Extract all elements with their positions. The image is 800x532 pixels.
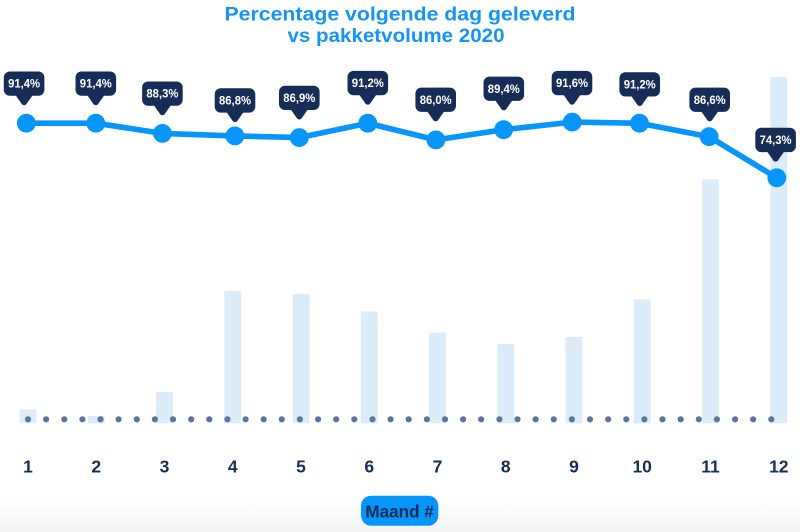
svg-text:91,2%: 91,2%	[352, 78, 384, 90]
svg-text:86,0%: 86,0%	[420, 95, 452, 107]
svg-text:91,4%: 91,4%	[8, 79, 40, 91]
svg-text:86,9%: 86,9%	[283, 93, 315, 105]
svg-text:8: 8	[501, 457, 511, 477]
svg-text:1: 1	[23, 457, 33, 477]
svg-text:74,3%: 74,3%	[760, 135, 792, 147]
svg-text:Percentage volgende dag geleve: Percentage volgende dag geleverd	[225, 4, 576, 26]
svg-text:Maand #: Maand #	[365, 502, 434, 522]
svg-text:9: 9	[569, 457, 579, 477]
svg-text:6: 6	[364, 457, 374, 477]
svg-text:2: 2	[91, 457, 101, 477]
svg-text:10: 10	[632, 457, 652, 477]
svg-text:91,6%: 91,6%	[556, 78, 588, 90]
svg-text:12: 12	[769, 457, 789, 477]
svg-text:91,2%: 91,2%	[624, 79, 656, 91]
svg-text:89,4%: 89,4%	[488, 84, 520, 96]
svg-text:4: 4	[228, 457, 238, 477]
svg-text:3: 3	[160, 457, 170, 477]
svg-text:86,6%: 86,6%	[694, 95, 726, 107]
svg-text:86,8%: 86,8%	[219, 96, 251, 108]
svg-text:7: 7	[433, 457, 443, 477]
svg-text:vs pakketvolume 2020: vs pakketvolume 2020	[288, 25, 505, 47]
svg-text:88,3%: 88,3%	[146, 89, 178, 101]
svg-text:11: 11	[701, 457, 720, 477]
svg-text:91,4%: 91,4%	[80, 79, 112, 91]
svg-text:5: 5	[296, 457, 306, 477]
